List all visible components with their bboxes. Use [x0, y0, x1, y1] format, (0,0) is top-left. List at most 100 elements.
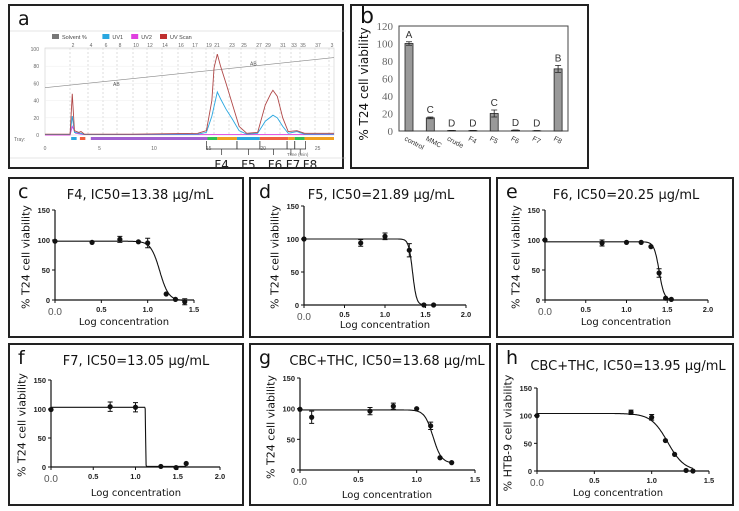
bar-f8 — [553, 68, 563, 132]
x-tick-label: 1.0 — [411, 475, 421, 484]
tube-label: 12 — [147, 43, 153, 49]
panel-letter: f — [18, 347, 25, 369]
y-tick-label: 50 — [524, 439, 532, 448]
y-tick-label: 80 — [382, 56, 394, 68]
tube-label: 10 — [133, 43, 139, 49]
panel-letter: g — [259, 347, 272, 369]
x-tick-label: 25 — [315, 146, 321, 152]
y-tick-label: 150 — [519, 384, 532, 393]
axes — [299, 378, 475, 471]
data-point — [117, 236, 123, 242]
y-tick-label: 50 — [291, 268, 299, 277]
data-point — [406, 247, 412, 253]
fit-curve — [51, 406, 187, 467]
error-bar — [427, 116, 434, 120]
tube-label: 37 — [315, 43, 321, 49]
tray-segment — [236, 137, 260, 140]
category-label: crude — [446, 136, 465, 150]
bar-mmc — [425, 117, 435, 132]
x-tick-label: 0.0 — [530, 478, 544, 489]
x-tick-label: 0.0 — [48, 307, 62, 318]
x-tick-label: 1.5 — [420, 310, 430, 319]
tray-segment — [304, 137, 334, 140]
data-point — [367, 408, 373, 414]
data-point — [599, 240, 605, 246]
tube-label: 19 — [206, 43, 212, 49]
y-tick-label: 50 — [42, 266, 50, 275]
y-tick-label: 60 — [382, 74, 394, 86]
axes — [536, 388, 709, 472]
group-letter: D — [512, 118, 519, 129]
tube-label: 16 — [178, 43, 184, 49]
x-tick-label: 1.5 — [662, 305, 672, 314]
y-tick-label: 150 — [33, 376, 46, 385]
legend-swatch — [160, 34, 167, 39]
x-tick-label: 1.0 — [380, 310, 390, 319]
data-point — [390, 403, 396, 409]
tray-segment — [207, 137, 218, 140]
chart-title: F4, IC50=13.38 μg/mL — [66, 188, 214, 203]
y-tick-label: 150 — [37, 206, 50, 215]
y-tick-label: 80 — [33, 64, 39, 70]
x-axis-label: Log concentration — [572, 488, 664, 499]
fraction-label: F5 — [241, 158, 256, 172]
x-tick-label: 1.5 — [470, 475, 480, 484]
data-point — [89, 239, 95, 245]
data-point — [107, 404, 113, 410]
y-tick-label: 40 — [33, 99, 39, 105]
panel-d-dose-response: d F5, IC50=21.89 μg/mL % T24 cell viabil… — [249, 177, 491, 338]
x-tick-label: 0.0 — [44, 474, 58, 485]
data-point — [358, 240, 364, 246]
fit-curve — [304, 238, 434, 306]
data-point — [173, 464, 179, 471]
tube-label: 14 — [162, 43, 168, 49]
group-letter: D — [469, 118, 476, 129]
y-tick-label: 0 — [388, 126, 394, 138]
error-bar — [512, 129, 519, 131]
data-point — [534, 413, 540, 419]
data-point — [672, 451, 678, 457]
panel-a-chromatogram: a Solvent % UV1 UV2 UV Scan 2 4 6 8 10 12 14 16 17 19… — [8, 4, 346, 172]
y-tick-label: 20 — [33, 116, 39, 122]
axes — [303, 206, 466, 306]
tray-segment — [288, 137, 295, 140]
y-tick-label: 0 — [528, 467, 532, 476]
x-axis-label: Log concentration — [580, 317, 672, 328]
y-tick-label: 50 — [38, 434, 46, 443]
x-tick-label: 1.5 — [173, 472, 183, 481]
y-tick-label: 0 — [42, 463, 46, 472]
fraction-label: F8 — [303, 158, 318, 172]
data-point — [182, 299, 188, 305]
axes — [50, 380, 220, 468]
x-axis-label: Log concentration — [90, 488, 182, 499]
fraction-label: F6 — [268, 158, 283, 172]
x-tick-label: 1.0 — [130, 472, 140, 481]
x-axis-label: Log concentration — [78, 317, 170, 328]
x-tick-label: 1.0 — [646, 476, 656, 485]
fraction-bracket — [236, 141, 261, 155]
x-tick-label: 5 — [98, 146, 101, 152]
group-letter: C — [491, 98, 498, 109]
fraction-label: F7 — [286, 158, 301, 172]
dose-response-svg: 0 50 100 150 0.0 0.5 1.0 1.5 2.0 — [33, 376, 225, 485]
panel-g-dose-response: g CBC+THC, IC50=13.68 μg/mL % T24 cell v… — [249, 343, 491, 506]
panel-letter: d — [259, 181, 272, 203]
legend-swatch — [102, 34, 110, 39]
error-bar — [555, 64, 562, 73]
tube-label: 17 — [192, 43, 198, 49]
data-point — [649, 414, 655, 420]
axes — [54, 210, 194, 301]
data-point — [663, 295, 669, 301]
fit-curve — [537, 412, 694, 469]
plot-frame — [44, 47, 335, 136]
tray-segment — [71, 137, 77, 140]
x-tick-label: 1.5 — [704, 476, 714, 485]
data-point — [52, 238, 58, 244]
data-point — [648, 244, 654, 250]
data-point — [172, 296, 179, 302]
data-point — [662, 437, 669, 444]
error-bar — [491, 109, 498, 118]
y-tick-label: 150 — [286, 202, 299, 211]
data-point — [132, 404, 139, 410]
